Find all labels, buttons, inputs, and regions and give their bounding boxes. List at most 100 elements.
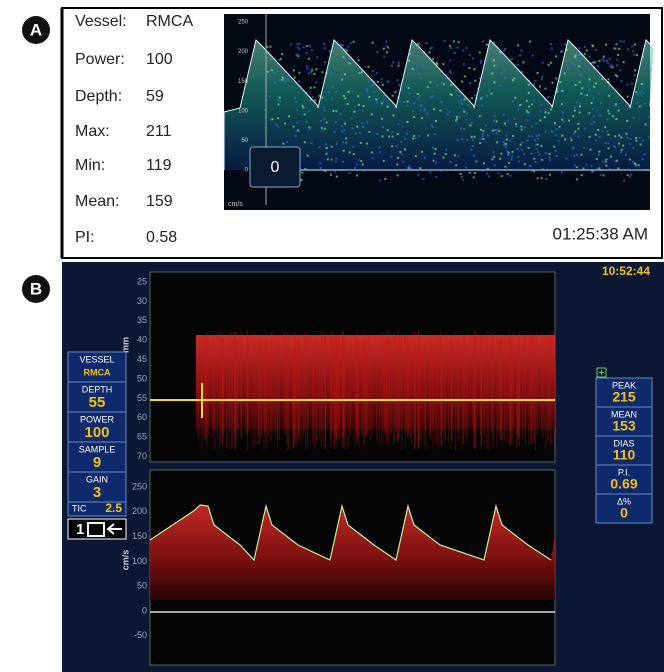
speckle	[537, 144, 539, 146]
speckle	[320, 120, 322, 122]
speckle	[643, 87, 645, 89]
speckle	[397, 79, 399, 81]
speckle	[309, 126, 311, 128]
speckle	[607, 142, 609, 144]
speckle	[353, 41, 355, 43]
speckle	[618, 48, 620, 50]
speckle	[498, 172, 500, 174]
speckle	[376, 51, 378, 53]
speckle	[271, 118, 273, 120]
speckle	[584, 53, 586, 55]
speckle	[525, 111, 527, 113]
speckle	[479, 142, 481, 144]
speckle	[556, 91, 558, 93]
speckle	[605, 165, 607, 167]
speckle	[282, 143, 284, 145]
speckle	[288, 115, 290, 117]
y-tick-label: -50	[134, 630, 147, 640]
speckle	[295, 101, 297, 103]
speckle	[275, 123, 277, 125]
y-tick-label: 40	[137, 335, 147, 345]
speckle	[625, 154, 627, 156]
speckle	[287, 78, 289, 80]
speckle	[381, 118, 383, 120]
speckle	[545, 111, 547, 113]
speckle	[612, 115, 614, 117]
speckle	[602, 130, 604, 132]
speckle	[444, 40, 446, 42]
speckle	[649, 68, 651, 70]
speckle	[347, 103, 349, 105]
speckle	[576, 101, 578, 103]
speckle	[290, 43, 292, 45]
speckle	[343, 150, 345, 152]
y-tick-label: 35	[137, 315, 147, 325]
speckle	[354, 167, 356, 169]
speckle	[487, 135, 489, 137]
speckle	[622, 145, 624, 147]
speckle	[455, 164, 457, 166]
speckle	[388, 136, 390, 138]
speckle	[270, 46, 272, 48]
speckle	[325, 143, 327, 145]
speckle	[321, 129, 323, 131]
speckle	[633, 117, 635, 119]
speckle	[301, 179, 303, 181]
speckle	[376, 72, 378, 74]
speckle	[350, 42, 352, 44]
speckle	[430, 96, 432, 98]
speckle	[574, 64, 576, 66]
param-value: 3	[93, 484, 101, 501]
speckle	[503, 57, 505, 59]
speckle	[621, 149, 623, 151]
speckle	[356, 175, 358, 177]
y-tick-label: 50	[137, 581, 147, 591]
speckle	[305, 121, 307, 123]
speckle	[535, 161, 537, 163]
probe-number: 1	[76, 521, 84, 538]
speckle	[461, 176, 463, 178]
speckle	[397, 123, 399, 125]
speckle	[592, 45, 594, 47]
speckle	[442, 63, 444, 65]
speckle	[417, 174, 419, 176]
speckle	[555, 134, 557, 136]
speckle	[630, 138, 632, 140]
speckle	[596, 158, 598, 160]
speckle	[431, 47, 433, 49]
speckle	[603, 60, 605, 62]
speckle	[457, 139, 459, 141]
speckle	[303, 107, 305, 109]
speckle	[335, 91, 337, 93]
speckle	[613, 105, 615, 107]
speckle	[507, 154, 509, 156]
speckle	[267, 71, 269, 73]
speckle	[348, 172, 350, 174]
speckle	[372, 70, 374, 72]
speckle	[537, 177, 539, 179]
speckle	[598, 154, 600, 156]
speckle	[506, 138, 508, 140]
speckle	[387, 106, 389, 108]
speckle	[457, 47, 459, 49]
speckle	[432, 58, 434, 60]
speckle	[335, 161, 337, 163]
speckle	[535, 148, 537, 150]
speckle	[602, 175, 604, 177]
speckle	[441, 101, 443, 103]
speckle	[561, 171, 563, 173]
speckle	[308, 58, 310, 60]
speckle	[517, 148, 519, 150]
speckle	[616, 75, 618, 77]
speckle	[584, 128, 586, 130]
speckle	[398, 84, 400, 86]
speckle	[391, 65, 393, 67]
speckle	[493, 120, 495, 122]
speckle	[496, 120, 498, 122]
speckle	[312, 96, 314, 98]
speckle	[349, 62, 351, 64]
speckle	[474, 172, 476, 174]
speckle	[474, 94, 476, 96]
speckle	[591, 123, 593, 125]
speckle	[550, 43, 552, 45]
